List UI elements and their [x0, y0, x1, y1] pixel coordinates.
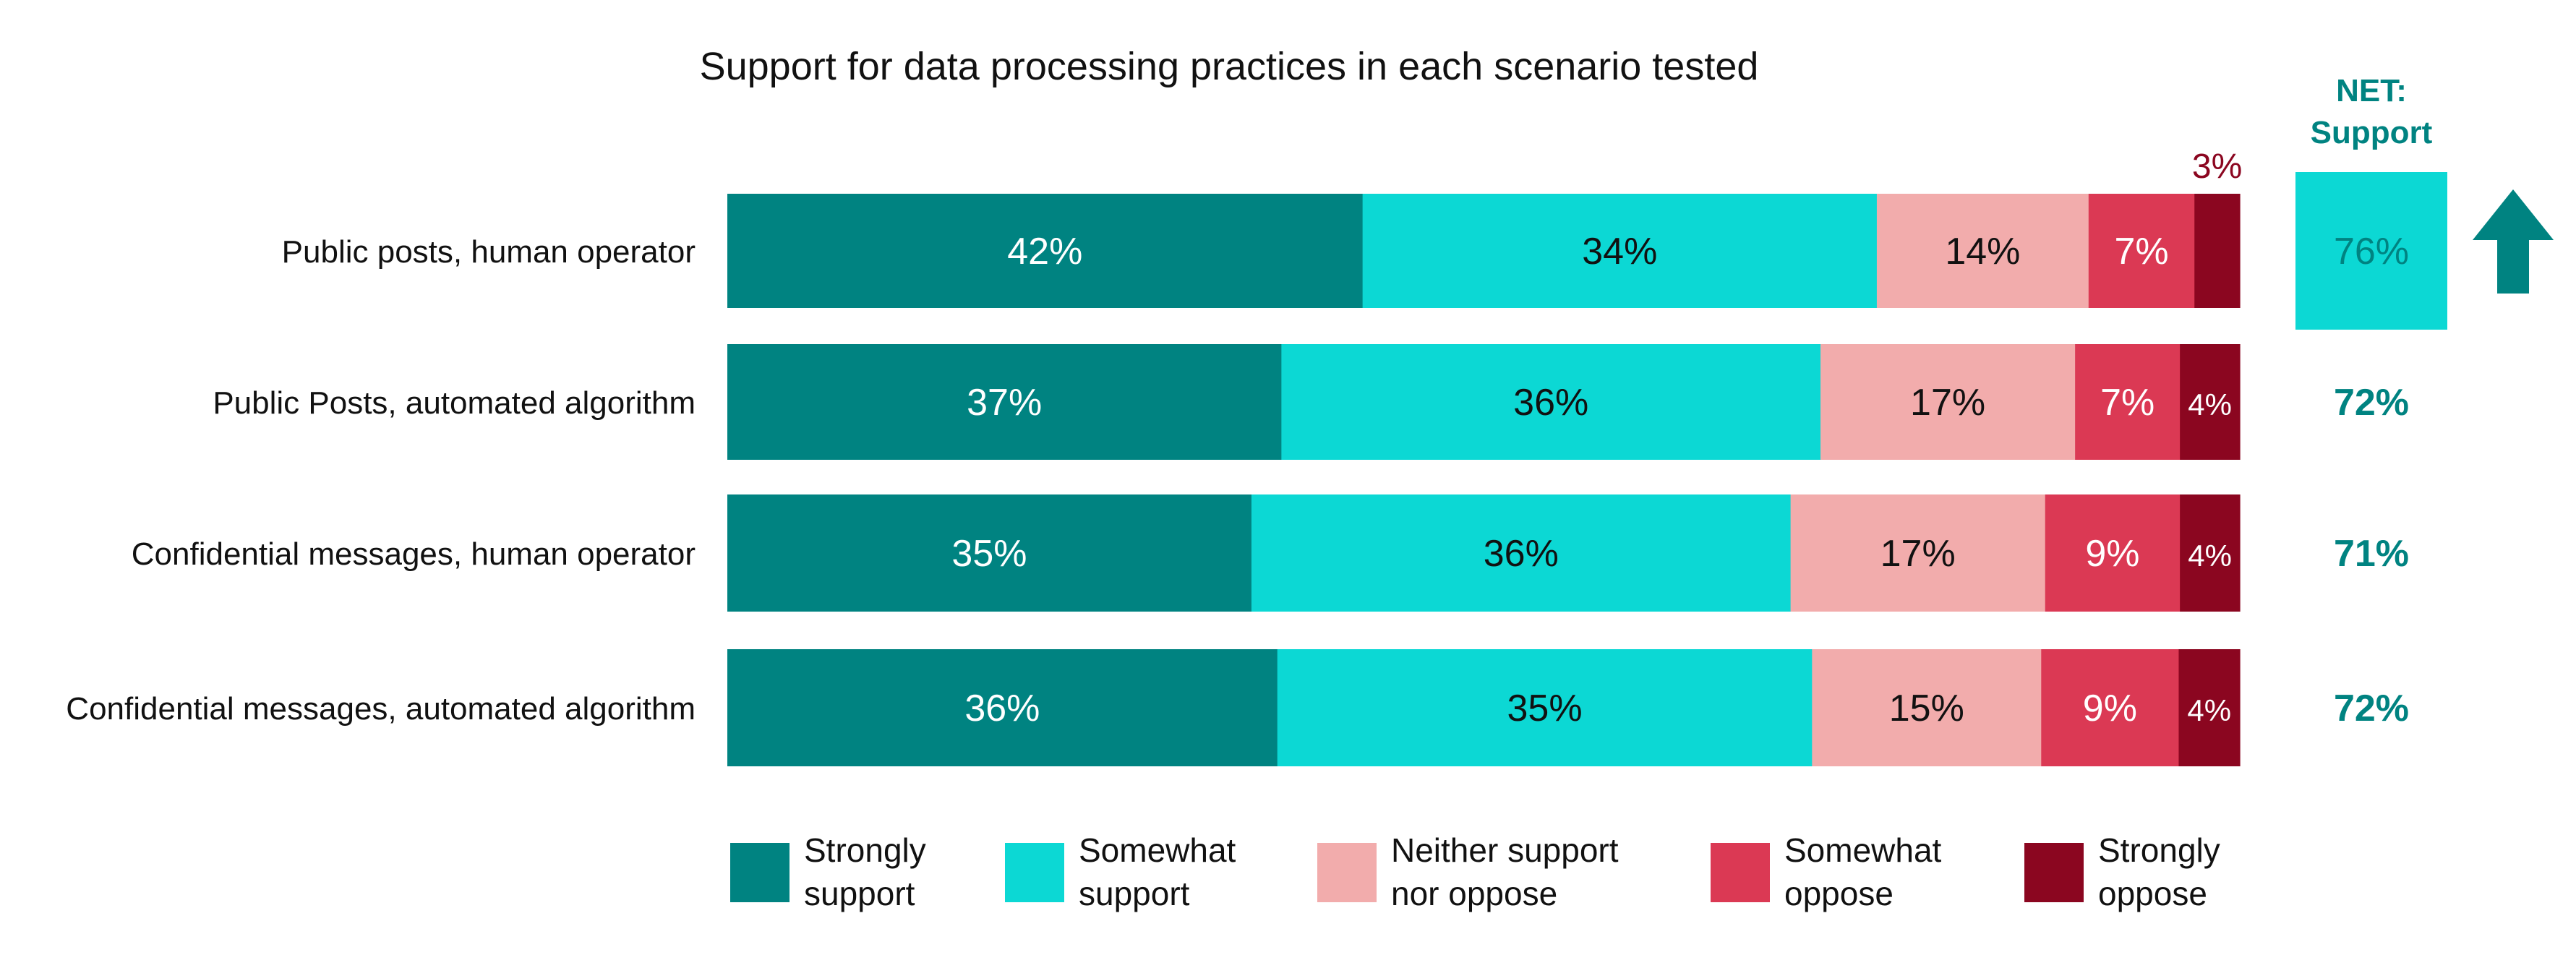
- bar-segment: [727, 494, 1252, 612]
- net-header-line1: NET:: [2336, 73, 2407, 108]
- bar-segment: [1362, 194, 1878, 308]
- net-value: 72%: [2334, 382, 2409, 424]
- category-label: Confidential messages, human operator: [132, 536, 696, 572]
- bar-segment: [1251, 494, 1792, 612]
- bar-segment: [1277, 649, 1813, 766]
- data-label: 36%: [964, 688, 1040, 729]
- bar-segment: [1812, 649, 2042, 766]
- net-header-line2: Support: [2311, 115, 2433, 150]
- data-label: 4%: [2188, 539, 2232, 573]
- net-highlight-box: [2295, 172, 2447, 330]
- bar-segment: [1820, 344, 2076, 460]
- legend-label: Somewhat oppose: [1784, 831, 1942, 912]
- data-label: 17%: [1910, 382, 1985, 424]
- bar-segment: [727, 649, 1278, 766]
- data-label: 9%: [2083, 688, 2137, 729]
- data-label: 4%: [2187, 693, 2231, 727]
- bar-segment: [2075, 344, 2181, 460]
- bar-segment: [2178, 649, 2241, 766]
- bar-segment: [1876, 194, 2089, 308]
- bar-rows: Public posts, human operator 42% 34% 14% 7% 3…: [66, 147, 2554, 766]
- legend-swatch: [2024, 843, 2084, 902]
- net-value: 71%: [2334, 533, 2409, 575]
- up-arrow-icon: [2473, 189, 2554, 294]
- data-label: 7%: [2114, 231, 2168, 273]
- data-label: 34%: [1582, 231, 1657, 273]
- data-label: 35%: [1507, 688, 1582, 729]
- data-label: 36%: [1513, 382, 1588, 424]
- legend: Strongly support Somewhat support Neither su…: [730, 831, 2220, 912]
- net-value: 72%: [2334, 688, 2409, 729]
- data-label: 17%: [1880, 533, 1956, 575]
- bar-segment: [2045, 494, 2181, 612]
- bar-segment: [2041, 649, 2180, 766]
- legend-swatch: [1005, 843, 1064, 902]
- bar-segment: [2088, 194, 2195, 308]
- bar-segment: [1281, 344, 1821, 460]
- data-label: 14%: [1945, 231, 2020, 273]
- legend-swatch: [730, 843, 790, 902]
- data-label: 4%: [2188, 387, 2232, 421]
- data-label: 15%: [1889, 688, 1964, 729]
- legend-label: Strongly support: [804, 831, 926, 912]
- bar-segment: [2180, 344, 2241, 460]
- data-label: 36%: [1484, 533, 1559, 575]
- data-label: 42%: [1007, 231, 1082, 273]
- legend-label: Neither support nor oppose: [1391, 831, 1619, 912]
- legend-label: Strongly oppose: [2098, 831, 2220, 912]
- bar-segment: [2180, 494, 2241, 612]
- net-value: 76%: [2334, 231, 2409, 273]
- category-label: Public posts, human operator: [282, 234, 696, 270]
- data-label: 35%: [951, 533, 1027, 575]
- chart-title: Support for data processing practices in…: [700, 45, 1759, 88]
- legend-swatch: [1317, 843, 1377, 902]
- category-label: Confidential messages, automated algorit…: [66, 691, 696, 727]
- data-label: 37%: [967, 382, 1042, 424]
- bar-segment: [1790, 494, 2046, 612]
- legend-swatch: [1711, 843, 1770, 902]
- bar-segment: [727, 344, 1282, 460]
- category-label: Public Posts, automated algorithm: [213, 385, 696, 421]
- data-label: 7%: [2100, 382, 2154, 424]
- data-label: 9%: [2085, 533, 2139, 575]
- data-label: 3%: [2192, 147, 2242, 186]
- bar-segment: [727, 194, 1364, 308]
- legend-label: Somewhat support: [1079, 831, 1236, 912]
- bar-segment: [2194, 194, 2241, 308]
